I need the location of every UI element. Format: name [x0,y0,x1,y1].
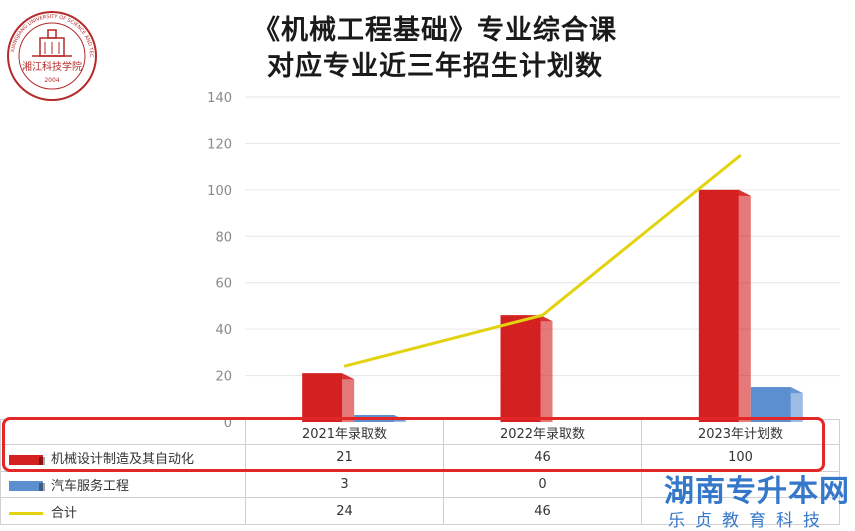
bar-automotive-side [790,387,803,422]
line-total [343,153,742,368]
y-tick-label: 20 [215,370,232,385]
table-corner-cell [0,419,246,445]
watermark-title: 湖南专升本网 [664,474,850,509]
row-label-mechanical: 机械设计制造及其自动化 [0,444,246,472]
bar-mechanical-top [698,189,751,196]
watermark: 湖南专升本网 乐贞教育科技 [660,466,855,531]
series-name-total: 合计 [51,505,78,521]
series-name-mechanical: 机械设计制造及其自动化 [51,452,195,468]
column-header-2021: 2021年录取数 [245,419,444,445]
y-tick-label: 100 [207,184,232,199]
table-header-row: 2021年录取数 2022年录取数 2023年计划数 [0,419,840,445]
legend-key-blue-icon [9,481,45,492]
table-cell: 46 [443,497,642,525]
y-tick-label: 140 [207,91,232,106]
bar-mechanical-top [302,373,355,380]
table-cell: 3 [245,470,444,499]
table-cell [641,497,840,525]
chart-title-line-2: 对应专业近三年招生计划数 [267,51,603,82]
legend-key-line-icon [9,511,43,515]
bar-mechanical-side [342,373,355,422]
series-name-automotive: 汽车服务工程 [51,478,130,494]
bar-automotive-top [750,387,803,394]
bar-mechanical [698,189,739,422]
legend-key-red-icon [9,454,45,465]
table-cell: 46 [443,444,642,472]
table-cell: 24 [245,497,444,525]
svg-text:湘江科技学院: 湘江科技学院 [22,60,82,73]
column-header-2023: 2023年计划数 [641,419,840,445]
bar-mechanical-side [738,189,751,422]
y-tick-label: 80 [215,230,232,245]
y-tick-label: 60 [215,277,232,292]
y-tick-label: 40 [215,323,232,338]
bar-mechanical [302,373,343,422]
table-cell: 0 [443,470,642,499]
chart-title-line-1: 《机械工程基础》专业综合课 [253,15,617,46]
table-row-mechanical: 机械设计制造及其自动化 21 46 100 [0,444,840,472]
y-tick-label: 120 [207,137,232,152]
row-label-total: 合计 [0,497,246,525]
row-label-automotive: 汽车服务工程 [0,470,246,499]
chart-data-table: 2021年录取数 2022年录取数 2023年计划数 机械设计制造及其自动化 2… [0,419,840,525]
table-cell: 21 [245,444,444,472]
svg-text:2004: 2004 [44,77,59,84]
bar-mechanical-side [540,315,553,422]
watermark-subtitle: 乐贞教育科技 [668,511,830,531]
table-row-total: 合计 24 46 [0,497,840,525]
column-header-2022: 2022年录取数 [443,419,642,445]
bar-mechanical [500,315,541,422]
university-logo: XIANGJIANG UNIVERSITY OF SCIENCE AND TEC… [4,8,97,101]
